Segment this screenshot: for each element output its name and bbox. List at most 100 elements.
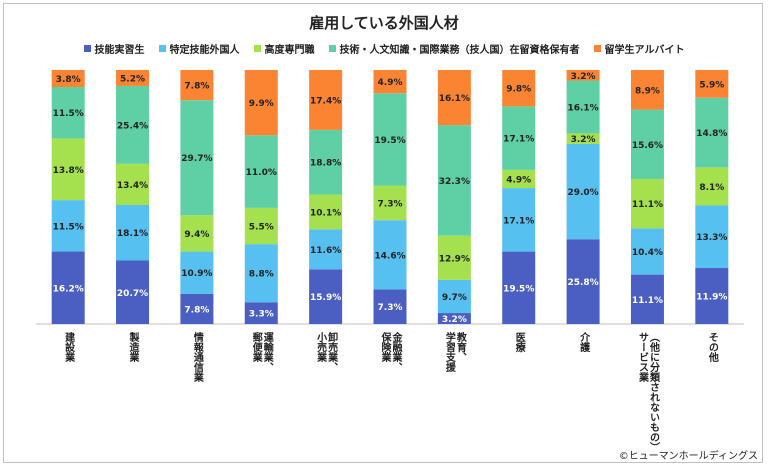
x-tick-label: 学習支援 [443, 331, 456, 373]
data-label: 10.1% [310, 208, 341, 218]
data-label: 11.1% [632, 200, 663, 210]
bar-segment [437, 125, 471, 236]
bar-segment [566, 239, 600, 324]
data-label: 14.8% [696, 129, 727, 139]
data-label: 8.8% [249, 270, 274, 280]
x-tick-label: 教育、 [454, 331, 467, 362]
data-label: 9.9% [249, 99, 274, 109]
data-label: 3.2% [571, 72, 596, 82]
data-label: 5.5% [249, 223, 274, 233]
x-tick-label: サービス業 [636, 332, 649, 383]
bar-segment [695, 70, 729, 98]
bar-segment [309, 229, 343, 270]
legend-swatch [83, 45, 91, 52]
bar-segment [116, 260, 150, 324]
legend-item-ryugakusei-arubaito: 留学生アルバイト [593, 41, 684, 56]
bar-segment [695, 97, 729, 168]
bar-segment [51, 70, 85, 87]
x-tick-label: 保険業 [379, 331, 392, 363]
data-label: 19.5% [503, 284, 534, 294]
x-tick-label: 医療 [513, 332, 525, 353]
data-label: 12.9% [439, 254, 470, 264]
data-label: 7.3% [378, 199, 403, 209]
data-label: 16.1% [567, 103, 598, 113]
bar-segment [437, 70, 471, 126]
bar-segment [502, 251, 536, 324]
legend-swatch [253, 45, 261, 52]
legend-label: 特定技能外国人 [169, 45, 240, 56]
bar-segment [502, 169, 536, 189]
data-label: 11.5% [53, 109, 84, 119]
data-label: 11.5% [53, 222, 84, 232]
data-label: 5.2% [120, 74, 145, 84]
x-tick-label: 小売業 [315, 331, 328, 363]
bar-segment [309, 269, 343, 324]
data-label: 25.4% [117, 121, 148, 131]
bar-segment [180, 70, 214, 101]
bar-segment [180, 293, 214, 324]
bar-segment [373, 289, 407, 324]
data-label: 7.3% [378, 303, 403, 313]
bar-segment [437, 279, 471, 314]
bar-segment [630, 178, 664, 229]
bar-segment [630, 228, 664, 275]
x-tick-label: 郵便業 [250, 331, 263, 363]
data-label: 11.6% [310, 246, 341, 256]
data-label: 19.5% [374, 136, 405, 146]
data-label: 16.2% [53, 284, 84, 294]
data-label: 7.8% [184, 305, 209, 315]
data-label: 10.4% [632, 248, 663, 258]
bar-segment [116, 70, 150, 86]
data-label: 3.3% [249, 310, 274, 320]
data-label: 4.9% [378, 78, 403, 88]
data-label: 17.1% [503, 216, 534, 226]
data-label: 11.9% [696, 293, 727, 303]
data-label: 3.8% [56, 75, 81, 85]
bar-segment [502, 106, 536, 170]
bar-segment [51, 251, 85, 324]
bar-segment [51, 138, 85, 201]
bar-segment [180, 215, 214, 252]
legend-label: 高度専門職 [264, 45, 315, 56]
bar-segment [630, 274, 664, 324]
bar-segment [180, 100, 214, 216]
x-tick-label: 卸売業、 [326, 331, 339, 372]
legend-swatch [328, 45, 336, 52]
bar-segment [244, 302, 278, 324]
data-label: 18.8% [310, 159, 341, 169]
data-label: 11.0% [246, 168, 277, 178]
data-label: 10.9% [181, 269, 212, 279]
bar-segment [566, 143, 600, 240]
bar-segment [695, 268, 729, 324]
data-label: 29.0% [567, 188, 598, 198]
data-label: 13.4% [117, 181, 148, 191]
data-label: 16.1% [439, 94, 470, 104]
data-label: 20.7% [117, 289, 148, 299]
bar-segment [695, 167, 729, 206]
x-tick-label: その他 [706, 332, 719, 363]
chart-title: 雇用している外国人材 [309, 14, 459, 32]
data-label: 7.8% [184, 82, 209, 92]
legend-item-ginou-jisshusei: 技能実習生 [83, 41, 145, 56]
bar-segment [244, 244, 278, 303]
x-tick-label: 金融業、 [390, 331, 403, 372]
bar-segment [309, 194, 343, 230]
data-label: 9.8% [506, 85, 531, 95]
data-label: 9.4% [184, 230, 209, 240]
data-label: 5.9% [699, 80, 724, 90]
data-label: 9.7% [442, 293, 467, 303]
x-tick-label: 運輸業、 [261, 332, 274, 372]
x-tick-label: 介護 [578, 331, 591, 353]
legend-label: 技能実習生 [94, 45, 145, 56]
data-label: 29.7% [181, 154, 212, 164]
x-tick-label: 建設業 [63, 331, 76, 363]
legend-item-gijinkoku: 技術・人文知識・国際業務（技人国）在留資格保有者 [328, 41, 580, 56]
bar-segment [373, 220, 407, 290]
chart-legend: 技能実習生 特定技能外国人 高度専門職 技術・人文知識・国際業務（技人国）在留資… [0, 41, 768, 56]
bar-segment [309, 70, 343, 130]
data-label: 15.6% [632, 141, 663, 151]
data-label: 25.8% [567, 278, 598, 288]
bar-segment [630, 109, 664, 179]
bar-segment [566, 70, 600, 81]
